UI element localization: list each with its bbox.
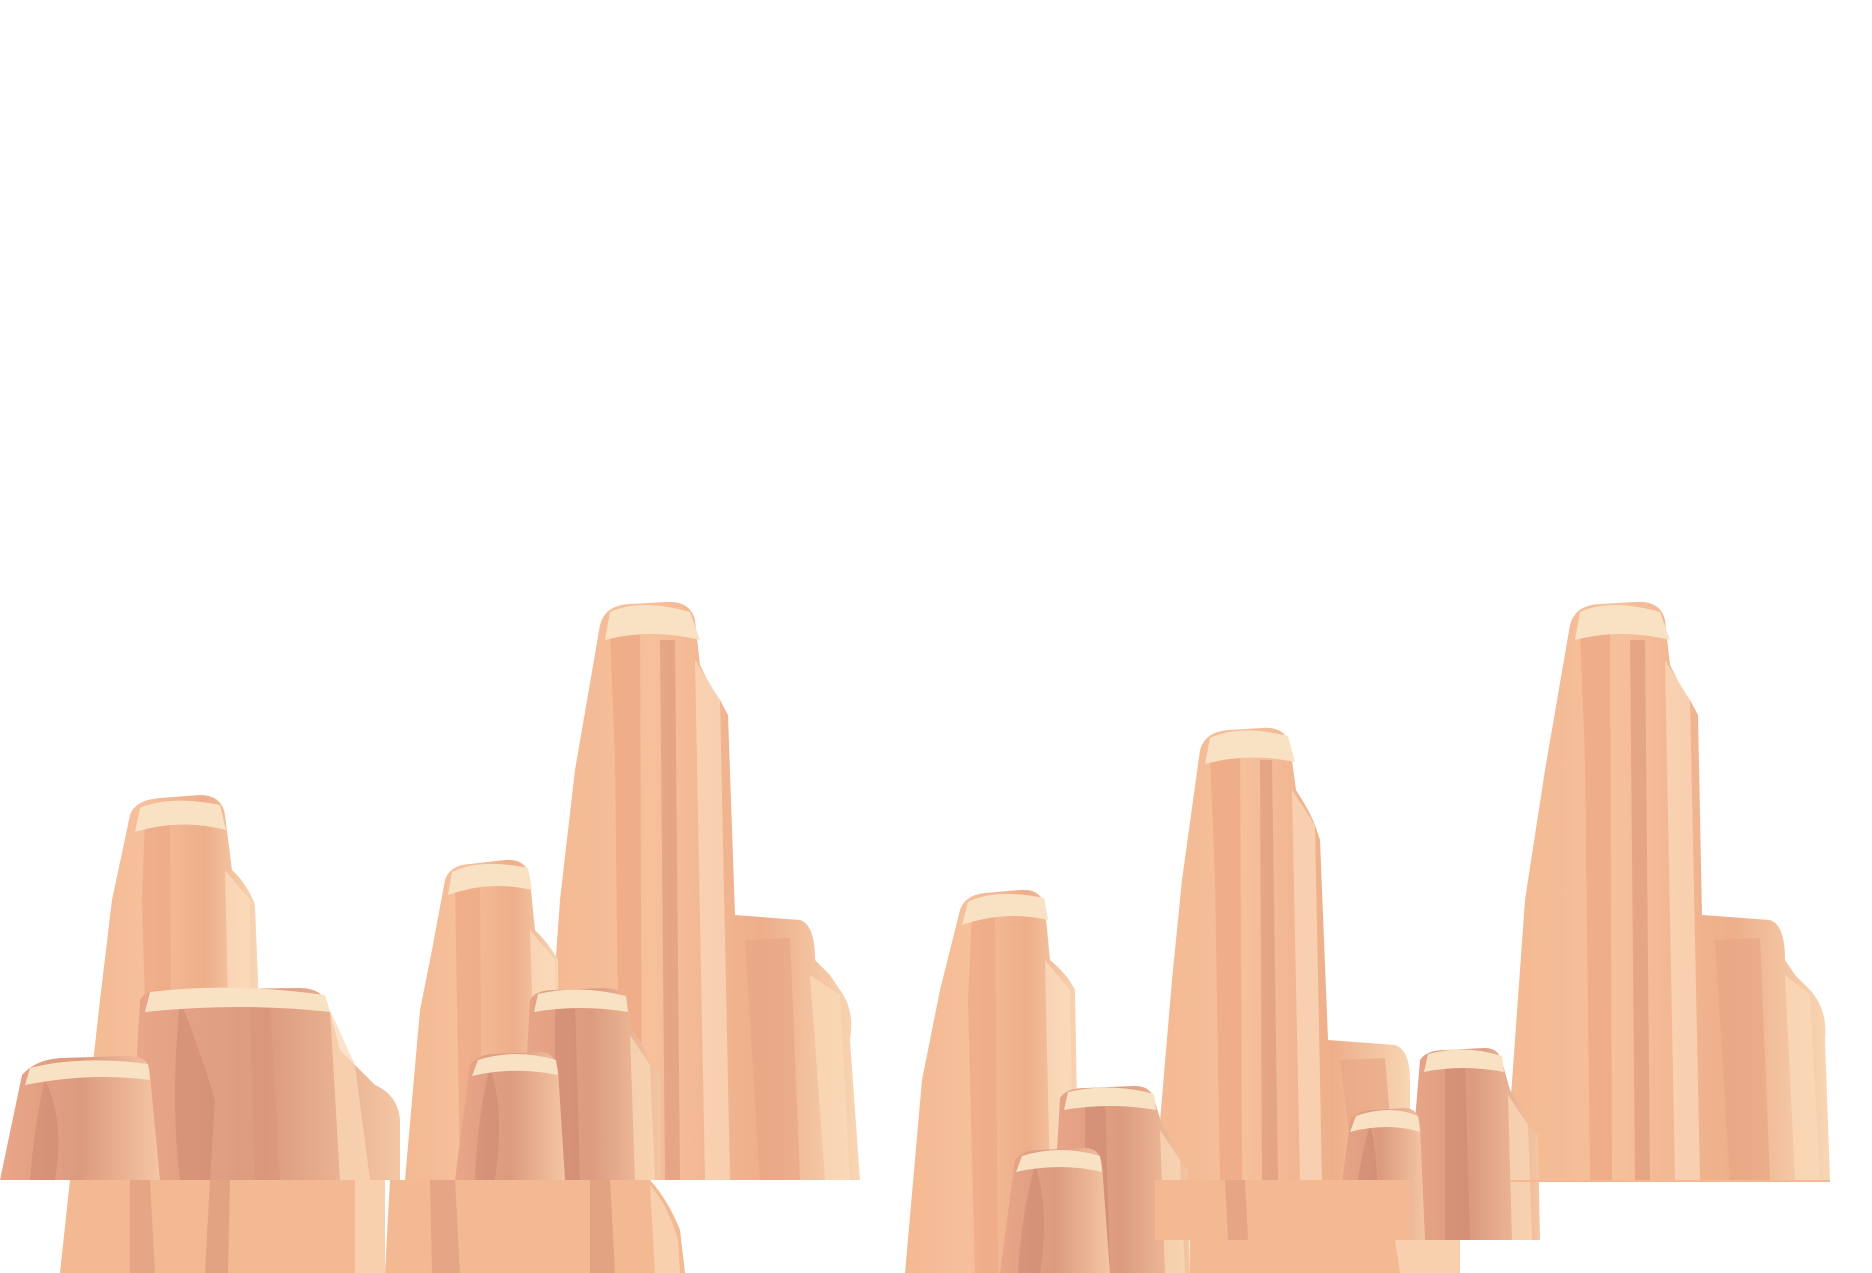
rock-spire-tall-right xyxy=(1505,601,1830,1180)
rock-boulder-right-center xyxy=(1000,1148,1110,1273)
rock-boulder-center xyxy=(455,1052,565,1180)
rock-ledge-right xyxy=(1405,1048,1540,1240)
rock-base-strip-right xyxy=(1155,1180,1830,1273)
rock-base-strip-left xyxy=(60,1180,685,1273)
rock-ledge-front-left xyxy=(130,987,400,1180)
rock-boulder-far-left xyxy=(0,1056,160,1180)
right-rock-cluster xyxy=(905,601,1830,1273)
left-rock-cluster xyxy=(0,601,860,1273)
